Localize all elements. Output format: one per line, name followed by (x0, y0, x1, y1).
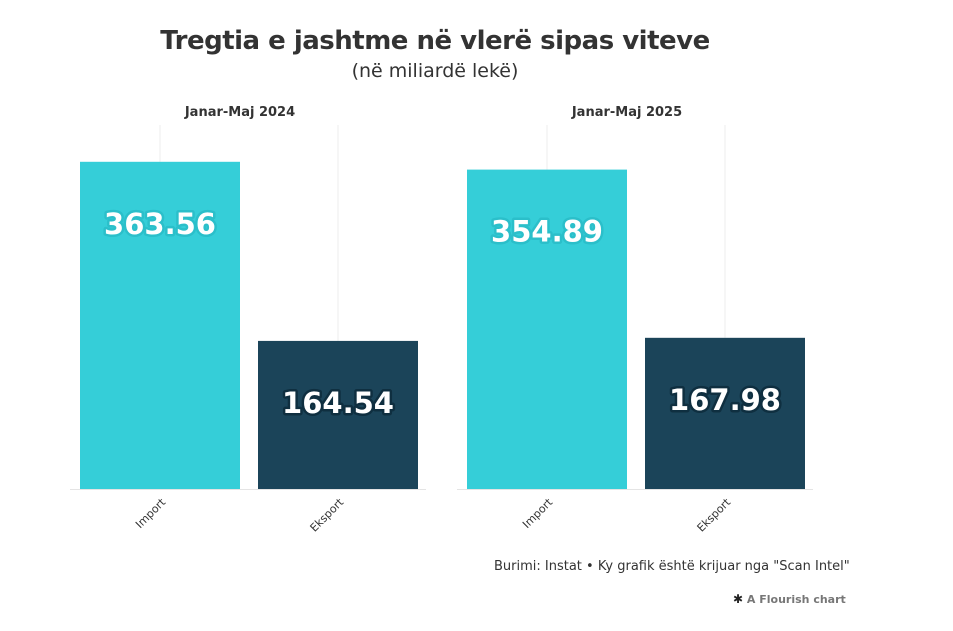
x-tick-label: Import (520, 495, 555, 530)
bar-import (80, 161, 240, 489)
panel-title: Janar-Maj 2025 (571, 105, 682, 120)
x-tick-label: Import (133, 495, 168, 530)
flourish-logo-icon: ✱ (733, 592, 744, 606)
bar-value-label: 164.54 (282, 386, 394, 420)
bar-value-label: 167.98 (669, 383, 781, 417)
flourish-label: A Flourish chart (746, 593, 846, 606)
chart-title: Tregtia e jashtme në vlerë sipas viteve (160, 26, 710, 56)
chart-subtitle: (në miliardë lekë) (351, 60, 519, 82)
bar-eksport (645, 337, 805, 489)
panel-title: Janar-Maj 2024 (184, 105, 295, 120)
flourish-credit[interactable]: ✱ A Flourish chart (733, 592, 846, 606)
bar-value-label: 363.56 (104, 207, 216, 241)
source-note: Burimi: Instat • Ky grafik është krijuar… (494, 559, 850, 574)
bar-eksport (258, 340, 418, 489)
bar-value-label: 354.89 (491, 215, 603, 249)
x-tick-label: Eksport (308, 495, 347, 534)
x-tick-label: Eksport (695, 495, 734, 534)
bar-import (467, 169, 627, 489)
